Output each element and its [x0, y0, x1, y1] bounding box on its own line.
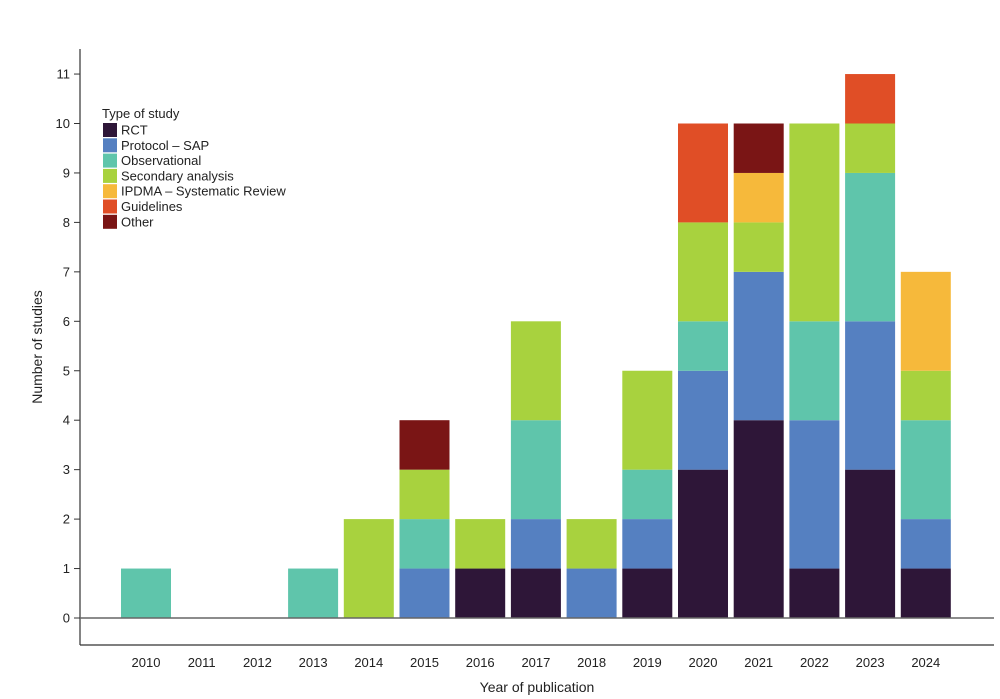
- x-tick-label: 2021: [744, 655, 773, 670]
- y-tick-label: 5: [63, 363, 70, 378]
- bar-segment: [789, 123, 840, 322]
- bar-segment: [121, 568, 171, 618]
- legend-swatch: [103, 138, 117, 153]
- bar-segment: [622, 370, 673, 470]
- bar-segment: [622, 568, 673, 618]
- bar-segment: [900, 519, 951, 569]
- x-tick-label: 2018: [577, 655, 606, 670]
- legend-label: IPDMA – Systematic Review: [121, 184, 286, 199]
- bar-segment: [399, 420, 450, 470]
- bar-segment: [678, 321, 728, 371]
- legend-swatch: [103, 123, 117, 137]
- x-axis-title: Year of publication: [480, 679, 595, 695]
- legend-swatch: [103, 199, 117, 214]
- bar-segment: [845, 123, 896, 173]
- legend-label: Protocol – SAP: [121, 138, 209, 153]
- legend-label: Other: [121, 214, 154, 229]
- x-tick-label: 2015: [410, 655, 439, 670]
- y-tick-label: 2: [63, 512, 70, 527]
- y-tick-label: 3: [63, 462, 70, 477]
- x-tick-label: 2012: [243, 655, 272, 670]
- x-tick-label: 2011: [188, 655, 216, 670]
- y-axis-ticks: 0 1 2 3 4 5 6 7 8 9 10 11: [56, 67, 80, 626]
- y-tick-label: 4: [63, 413, 70, 428]
- legend-label: Secondary analysis: [121, 168, 234, 183]
- y-tick-label: 1: [63, 561, 70, 576]
- bars: [121, 74, 951, 618]
- bar-segment: [510, 568, 561, 618]
- x-tick-label: 2014: [354, 655, 383, 670]
- y-tick-label: 11: [57, 67, 71, 82]
- bar-segment: [789, 321, 840, 421]
- x-tick-label: 2010: [132, 655, 161, 670]
- y-tick-label: 10: [56, 116, 70, 131]
- legend-label: RCT: [121, 123, 148, 138]
- x-tick-label: 2019: [633, 655, 662, 670]
- bar-segment: [622, 519, 673, 569]
- y-axis-title: Number of studies: [29, 290, 45, 404]
- bar-segment: [566, 519, 617, 569]
- x-tick-label: 2016: [466, 655, 495, 670]
- bar-segment: [733, 420, 784, 618]
- legend-swatch: [103, 168, 117, 183]
- legend-swatch: [103, 184, 117, 199]
- bar-segment: [845, 172, 896, 322]
- bar-segment: [399, 519, 450, 569]
- axes: [79, 49, 994, 646]
- bar-segment: [566, 568, 617, 618]
- x-tick-label: 2013: [299, 655, 328, 670]
- legend-swatch: [103, 214, 117, 229]
- x-tick-label: 2023: [856, 655, 885, 670]
- bar-segment: [900, 271, 951, 371]
- bar-segment: [455, 519, 506, 569]
- bar-segment: [622, 469, 673, 520]
- y-tick-label: 0: [63, 611, 70, 626]
- y-tick-label: 9: [63, 165, 70, 180]
- legend-label: Observational: [121, 153, 201, 168]
- legend-label: Guidelines: [121, 199, 183, 214]
- legend-title: Type of study: [102, 106, 180, 121]
- bar-segment: [900, 568, 951, 618]
- legend-swatch: [103, 153, 117, 168]
- bar-segment: [678, 123, 728, 223]
- bar-segment: [733, 123, 784, 173]
- bar-segment: [510, 420, 561, 520]
- bar-segment: [845, 74, 896, 124]
- bar-segment: [900, 370, 951, 421]
- x-tick-label: 2024: [911, 655, 940, 670]
- y-tick-label: 6: [63, 314, 70, 329]
- bar-segment: [399, 469, 450, 520]
- bar-segment: [678, 469, 728, 618]
- bar-segment: [733, 271, 784, 421]
- bar-segment: [288, 568, 339, 618]
- bar-segment: [845, 321, 896, 470]
- bar-segment: [900, 420, 951, 520]
- bar-segment: [510, 519, 561, 569]
- bar-segment: [399, 568, 450, 618]
- bar-segment: [455, 568, 506, 618]
- y-tick-label: 8: [63, 215, 70, 230]
- bar-segment: [678, 370, 728, 470]
- bar-segment: [733, 172, 784, 223]
- x-tick-label: 2022: [800, 655, 829, 670]
- bar-segment: [789, 420, 840, 569]
- bar-segment: [678, 222, 728, 322]
- bar-segment: [510, 321, 561, 421]
- bar-segment: [733, 222, 784, 272]
- bar-segment: [845, 469, 896, 618]
- y-tick-label: 7: [63, 264, 70, 279]
- x-tick-label: 2017: [521, 655, 550, 670]
- x-axis-ticks: 2010 2011 2012 2013 2014 2015 2016 2017 2018 2019…: [132, 655, 941, 670]
- bar-segment: [343, 519, 394, 618]
- bar-segment: [789, 568, 840, 618]
- x-tick-label: 2020: [689, 655, 718, 670]
